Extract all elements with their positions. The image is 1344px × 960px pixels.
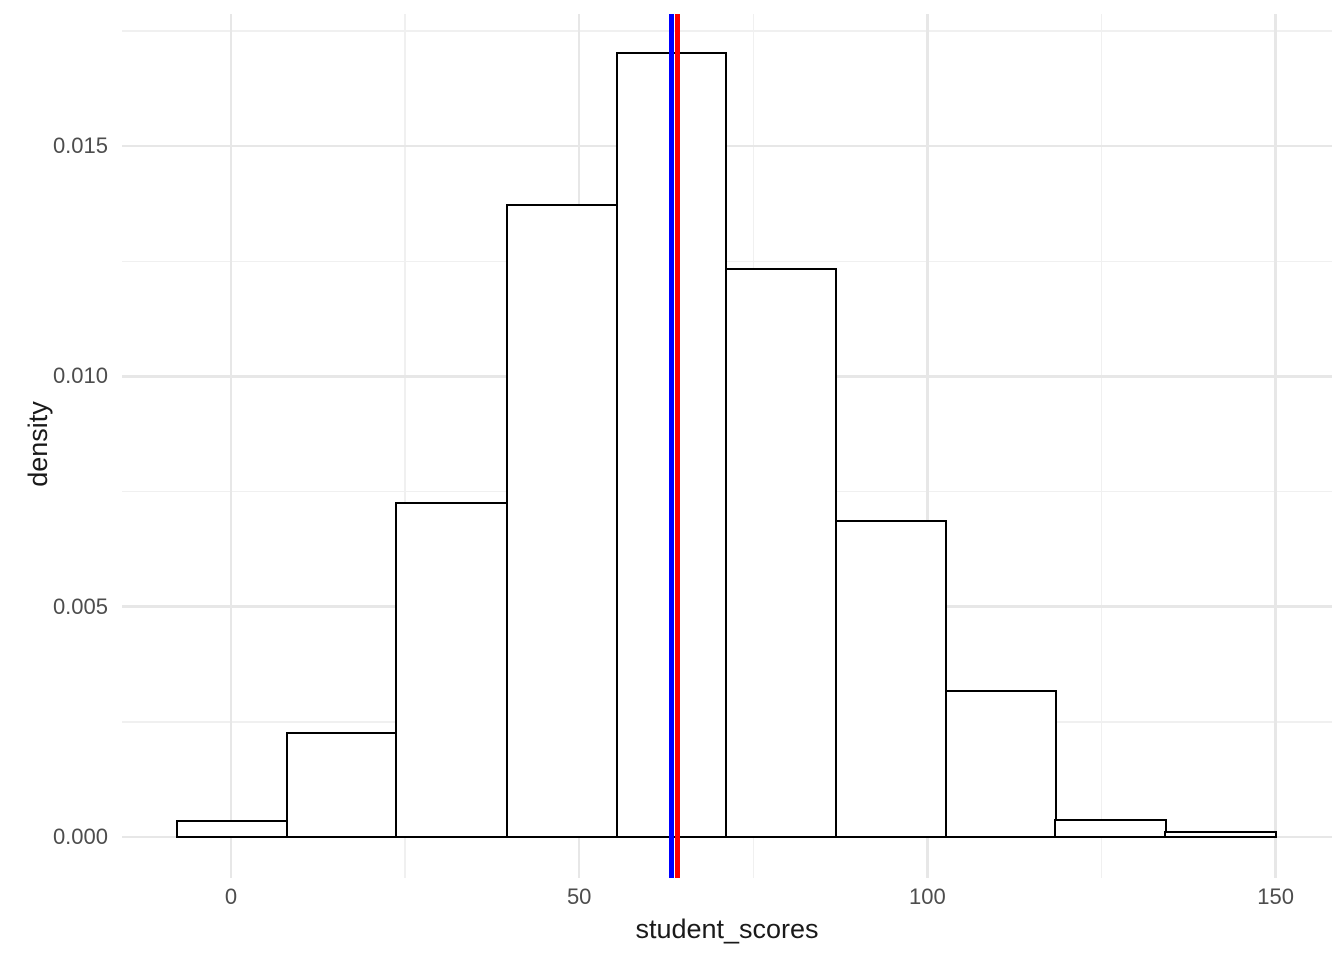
x-tick-label: 150 [1257,884,1294,909]
x-tick-label: 50 [566,884,592,909]
grid-minor-x [1100,14,1103,878]
histogram-bar [176,819,289,839]
histogram-bar [834,520,948,839]
histogram-bar [505,203,619,839]
plot-panel [122,14,1332,878]
grid-major-x [926,14,929,878]
x-tick-label: 100 [909,884,946,909]
histogram-bar [1054,818,1167,839]
grid-minor-x [404,14,406,878]
x-axis-title: student_scores [635,914,819,944]
grid-minor-y [122,30,1332,32]
y-tick-label: 0.010 [52,363,108,389]
histogram-bar [286,731,398,839]
histogram-bar [395,502,508,839]
histogram-bar [1164,830,1277,839]
y-tick-label: 0.005 [52,593,108,619]
grid-major-x [229,14,233,878]
vline-blue [669,14,675,878]
histogram-bar [944,689,1057,839]
y-tick-label: 0.000 [52,824,108,849]
vline-red [674,14,680,878]
histogram-bar [724,267,838,839]
y-axis-title: density [23,401,53,487]
x-tick-label: 0 [224,884,238,909]
y-tick-label: 0.015 [52,133,108,159]
grid-major-x [1274,14,1277,878]
